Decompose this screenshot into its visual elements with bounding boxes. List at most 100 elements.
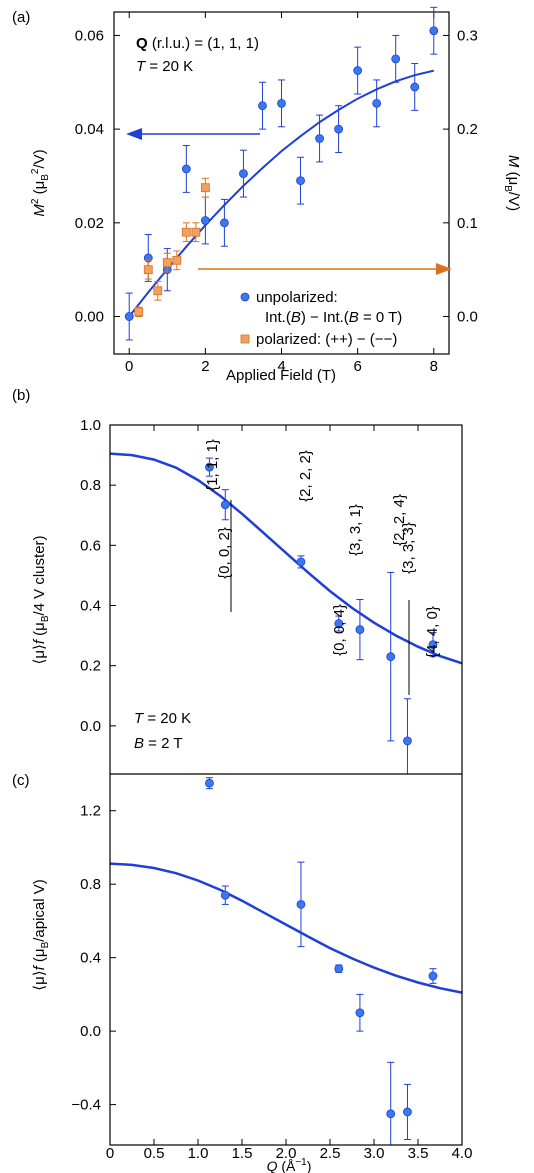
unpolarized-point bbox=[353, 66, 363, 75]
panel-c-point bbox=[334, 964, 344, 974]
panel-c-ytick-label: 0.4 bbox=[80, 950, 101, 967]
panel-a-ylabel-right: M (μB/V) bbox=[502, 155, 522, 211]
unpolarized-point bbox=[391, 54, 401, 64]
polarized-point bbox=[162, 258, 172, 268]
panel-c-point bbox=[205, 778, 214, 788]
unpolarized-point bbox=[410, 82, 420, 92]
unpolarized-point bbox=[372, 98, 382, 108]
panel-b-reflection-label: {2, 2, 4} bbox=[391, 494, 408, 546]
panel-c-label: (c) bbox=[12, 772, 30, 789]
panel-b-annotation-b: B = 2 T bbox=[134, 735, 183, 752]
panel-b-ytick-label: 0.0 bbox=[80, 718, 101, 735]
panel-c-xtick-label: 1.0 bbox=[188, 1145, 209, 1162]
legend-label-polarized: polarized: (++) − (−−) bbox=[256, 331, 397, 348]
panel-b-ytick-label: 0.2 bbox=[80, 658, 101, 675]
panel-c-point bbox=[403, 1107, 412, 1117]
panel-c-ylabel: ⟨μ⟩f (μB/apical V) bbox=[31, 879, 51, 991]
panel-a-xtick-label: 0 bbox=[125, 358, 133, 375]
panel-c-ytick-label: −0.4 bbox=[71, 1097, 101, 1114]
panel-b-reflection-label: {0, 0, 4} bbox=[331, 604, 348, 656]
unpolarized-point bbox=[124, 312, 134, 321]
panel-b-point bbox=[403, 736, 412, 746]
legend-marker-polarized bbox=[240, 334, 250, 344]
panel-b: (b) 0.0 0.2 0.4 0.6 0.8 1.0 {1, 1, 1} {0, 0, 2… bbox=[12, 387, 463, 774]
panel-a-ytick-right-label: 0.3 bbox=[457, 27, 478, 44]
legend-marker-unpolarized bbox=[240, 292, 250, 302]
panel-a-annotation-q: Q (r.l.u.) = (1, 1, 1) bbox=[136, 35, 259, 52]
panel-b-point bbox=[386, 652, 396, 662]
panel-a-ytick-label: 0.04 bbox=[75, 121, 104, 138]
polarized-point bbox=[143, 265, 153, 275]
panel-a-ytick-label: 0.06 bbox=[75, 27, 104, 44]
panel-a-fit-line bbox=[128, 69, 435, 318]
unpolarized-point bbox=[296, 176, 305, 186]
polarized-point bbox=[172, 255, 182, 265]
panel-a-label: (a) bbox=[12, 9, 30, 26]
polarized-point bbox=[134, 307, 144, 317]
panel-a-ylabel: M2 (μB2/V) bbox=[30, 149, 51, 216]
legend-label-unpolarized-2: Int.(B) − Int.(B = 0 T) bbox=[265, 309, 402, 326]
unpolarized-point bbox=[334, 124, 344, 134]
panel-c-xtick-label: 2.0 bbox=[276, 1145, 297, 1162]
panel-b-annotation-t: T = 20 K bbox=[134, 710, 191, 727]
polarized-point bbox=[200, 183, 210, 193]
panel-b-ytick-label: 0.4 bbox=[80, 598, 101, 615]
panel-a: (a) 0 2 4 6 8 0.00 0.02 0.04 0.06 0.0 0.1 0.2 0.3 M2… bbox=[12, 6, 522, 384]
panel-a-ytick-right-label: 0.1 bbox=[457, 215, 478, 232]
panel-a-ytick-right-label: 0.2 bbox=[457, 121, 478, 138]
legend-label-unpolarized-1: unpolarized: bbox=[256, 289, 338, 306]
panel-a-ytick-label: 0.00 bbox=[75, 309, 104, 326]
unpolarized-point bbox=[277, 98, 286, 108]
panel-b-point bbox=[428, 640, 438, 650]
panel-b-reflection-label: {2, 2, 2} bbox=[297, 450, 314, 502]
unpolarized-point bbox=[315, 134, 324, 143]
panel-b-label: (b) bbox=[12, 387, 30, 404]
unpolarized-point bbox=[258, 101, 267, 111]
panel-b-point bbox=[296, 557, 306, 567]
panel-a-xtick-label: 6 bbox=[353, 358, 361, 375]
panel-c-point bbox=[386, 1109, 396, 1119]
left-arrow bbox=[126, 128, 260, 140]
panel-a-ytick-right-label: 0.0 bbox=[457, 309, 478, 326]
panel-b-point bbox=[220, 500, 230, 510]
panel-c-xtick-label: 3.5 bbox=[408, 1145, 429, 1162]
panel-a-ytick-label: 0.02 bbox=[75, 215, 104, 232]
panel-b-reflection-label: {1, 1, 1} bbox=[204, 439, 221, 491]
panel-b-fit-line bbox=[109, 452, 463, 665]
panel-b-ylabel: ⟨μ⟩f (μB/4 V cluster) bbox=[31, 535, 51, 664]
panel-a-xtick-label: 2 bbox=[201, 358, 209, 375]
panel-a-xtick-label: 4 bbox=[277, 358, 285, 375]
panel-b-reflection-label: {3, 3, 3} bbox=[400, 522, 417, 574]
panel-b-reflection-label: {0, 0, 2} bbox=[216, 527, 233, 579]
panel-b-reflection-label: {3, 3, 1} bbox=[347, 504, 364, 556]
panel-a-annotation-t: T = 20 K bbox=[136, 58, 193, 75]
polarized-point bbox=[191, 227, 201, 237]
panel-c-point bbox=[220, 890, 230, 900]
panel-c-ytick-label: 0.0 bbox=[80, 1023, 101, 1040]
panel-c: (c) −0.4 0.0 0.4 0.8 1.2 0 0.5 1.0 1.5 2.0 2.5 3.0 3… bbox=[12, 772, 472, 1173]
polarized-point bbox=[181, 227, 191, 237]
panel-b-ytick-label: 0.6 bbox=[80, 537, 101, 554]
panel-c-xtick-label: 3.0 bbox=[364, 1145, 385, 1162]
panel-b-point bbox=[205, 462, 214, 472]
panel-c-ytick-label: 1.2 bbox=[80, 803, 101, 820]
legend: unpolarized: Int.(B) − Int.(B = 0 T) pol… bbox=[240, 289, 402, 348]
panel-b-ytick-label: 1.0 bbox=[80, 417, 101, 434]
unpolarized-point bbox=[219, 218, 229, 228]
panel-c-xtick-label: 2.5 bbox=[320, 1145, 341, 1162]
panel-c-point bbox=[355, 1008, 365, 1018]
panel-b-point bbox=[334, 619, 344, 628]
unpolarized-point bbox=[429, 26, 439, 36]
panel-c-xtick-label: 1.5 bbox=[232, 1145, 253, 1162]
panel-b-reflection-label: {4, 4, 0} bbox=[424, 606, 441, 658]
panel-c-xtick-label: 4.0 bbox=[452, 1145, 473, 1162]
panel-c-point bbox=[296, 900, 306, 909]
panel-c-point bbox=[428, 971, 438, 981]
unpolarized-point bbox=[181, 164, 191, 174]
panel-b-ytick-label: 0.8 bbox=[80, 477, 101, 494]
panel-c-xlabel: Q (Å−1) bbox=[267, 1157, 312, 1173]
right-arrow bbox=[198, 263, 452, 275]
panel-c-xtick-label: 0 bbox=[106, 1145, 114, 1162]
panel-c-ytick-label: 0.8 bbox=[80, 876, 101, 893]
